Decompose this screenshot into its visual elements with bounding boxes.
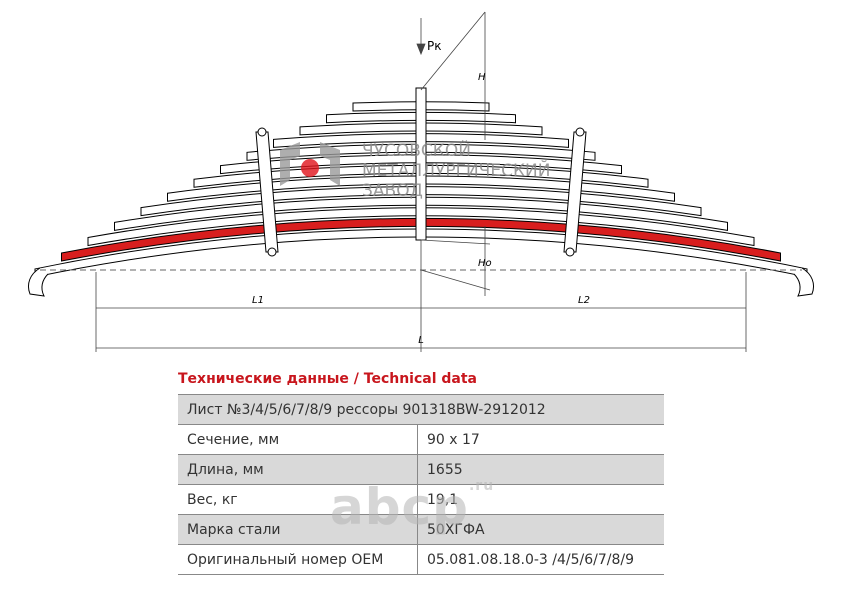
watermark: abcp.ru — [330, 478, 494, 536]
label-cell: Вес, кг — [178, 484, 418, 515]
eye-left — [27, 267, 49, 297]
load-label: Pк — [427, 39, 441, 53]
logo-line: ЧУСОВСКОЙ — [362, 139, 471, 161]
logo-line: ЗАВОД — [362, 181, 423, 201]
label-cell: Длина, мм — [178, 454, 418, 485]
value-cell: 05.081.08.18.0-3 /4/5/6/7/8/9 — [417, 544, 664, 575]
logo-line: МЕТАЛЛУРГИЧЕСКИЙ — [362, 159, 550, 181]
watermark-suffix: .ru — [468, 478, 495, 494]
length-label: L — [418, 335, 424, 346]
value-cell: 1655 — [417, 454, 664, 485]
table-row: Вес, кг 19,1 — [178, 484, 664, 515]
table-header-row: Лист №3/4/5/6/7/8/9 рессоры 901318BW-291… — [178, 394, 664, 425]
logo — [280, 142, 340, 186]
eye-right — [793, 267, 815, 297]
clamp-left — [255, 127, 279, 257]
watermark-name: abcp — [330, 478, 469, 536]
value-cell: 19,1 — [417, 484, 664, 515]
leaf — [140, 186, 702, 217]
table-row: Сечение, мм 90 х 17 — [178, 424, 664, 455]
length2-label: L2 — [578, 295, 590, 306]
label-cell: Сечение, мм — [178, 424, 418, 455]
spec-table: Лист №3/4/5/6/7/8/9 рессоры 901318BW-291… — [178, 394, 664, 575]
value-cell: 50ХГФА — [417, 514, 664, 545]
length1-label: L1 — [252, 295, 264, 306]
value-cell: 90 х 17 — [417, 424, 664, 455]
height0-label: Hо — [478, 258, 492, 269]
dimension-lines — [95, 11, 747, 352]
label-cell: Оригинальный номер OEM — [178, 544, 418, 575]
height-label: H — [478, 72, 486, 83]
table-title: Технические данные / Technical data — [178, 371, 478, 387]
table-row: Марка стали 50ХГФА — [178, 514, 664, 545]
spring-drawing: Pк H Hо L1 L2 L ЧУСОВСКОЙ МЕТАЛЛУРГИЧЕСК… — [27, 11, 815, 352]
leaf — [87, 207, 755, 247]
table-header: Лист №3/4/5/6/7/8/9 рессоры 901318BW-291… — [178, 394, 664, 425]
table-row: Длина, мм 1655 — [178, 454, 664, 485]
table-row: Оригинальный номер OEM 05.081.08.18.0-3 /… — [178, 544, 664, 575]
label-cell: Марка стали — [178, 514, 418, 545]
clamp-right — [563, 127, 587, 257]
